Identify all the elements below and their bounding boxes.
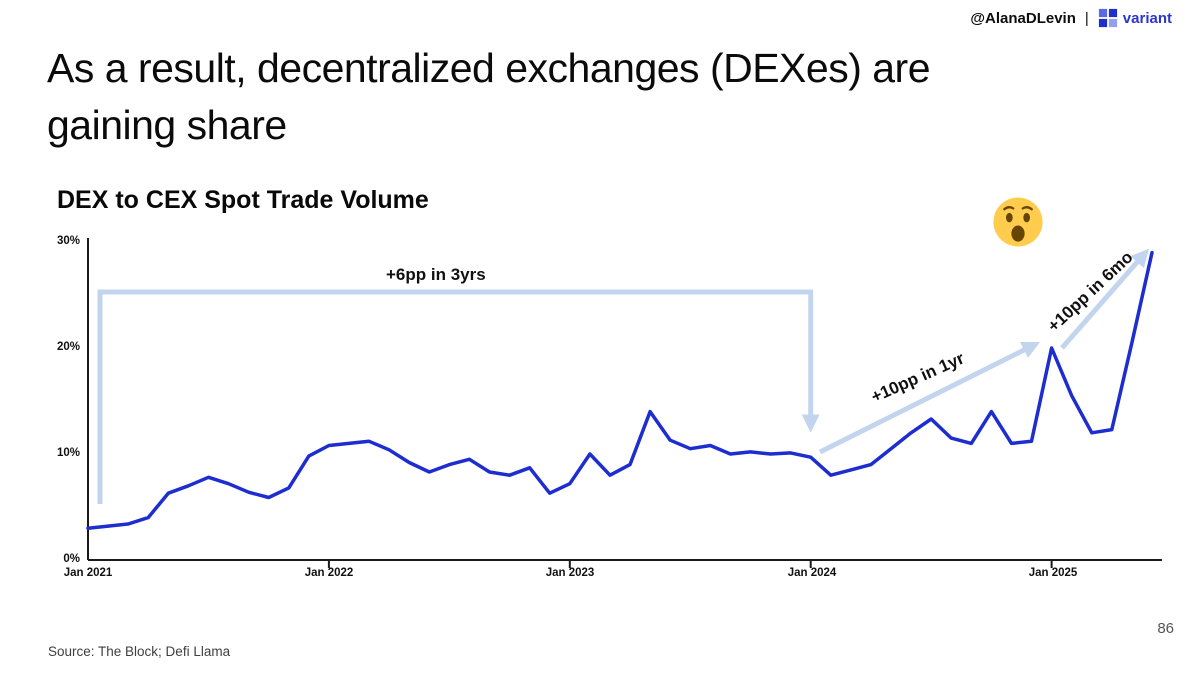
astonished-emoji-icon	[992, 196, 1044, 248]
brand-lockup: variant	[1098, 8, 1172, 28]
attribution-bar: @AlanaDLevin | variant	[970, 8, 1172, 28]
x-tick-label: Jan 2021	[63, 567, 113, 579]
x-tick-label: Jan 2025	[1028, 567, 1078, 579]
y-tick-label: 0%	[63, 553, 80, 565]
chart-title: DEX to CEX Spot Trade Volume	[57, 186, 429, 214]
x-tick-label: Jan 2022	[304, 567, 354, 579]
variant-logo-icon	[1098, 8, 1118, 28]
x-tick-label: Jan 2024	[787, 567, 837, 579]
page-title-line-2: gaining share	[47, 102, 287, 148]
x-tick-label: Jan 2023	[545, 567, 595, 579]
author-handle: @AlanaDLevin	[970, 9, 1076, 27]
page-title: As a result, decentralized exchanges (DE…	[47, 40, 931, 154]
y-tick-label: 10%	[56, 447, 80, 459]
brand-name: variant	[1122, 9, 1172, 27]
annotation-6pp-3yrs: +6pp in 3yrs	[386, 265, 486, 284]
y-tick-label: 30%	[56, 235, 80, 247]
source-note: Source: The Block; Defi Llama	[48, 644, 231, 659]
page-number: 86	[1157, 620, 1174, 637]
page-title-line-1: As a result, decentralized exchanges (DE…	[47, 45, 931, 91]
separator: |	[1084, 9, 1089, 27]
y-tick-label: 20%	[56, 341, 80, 353]
